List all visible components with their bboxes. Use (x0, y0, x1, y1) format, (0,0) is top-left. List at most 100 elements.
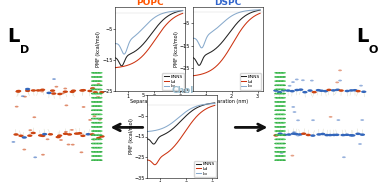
Circle shape (94, 101, 97, 103)
Circle shape (280, 93, 283, 94)
Circle shape (291, 81, 295, 83)
Circle shape (91, 105, 94, 107)
Circle shape (335, 82, 339, 83)
Circle shape (278, 155, 282, 157)
Circle shape (280, 126, 283, 128)
Circle shape (282, 147, 286, 149)
Circle shape (282, 151, 286, 153)
Circle shape (99, 93, 102, 94)
Circle shape (331, 89, 336, 92)
Circle shape (71, 144, 75, 146)
Circle shape (273, 134, 279, 137)
Circle shape (281, 97, 285, 99)
Circle shape (278, 134, 282, 136)
Circle shape (282, 122, 286, 124)
Circle shape (273, 89, 279, 92)
Circle shape (31, 132, 36, 134)
Circle shape (281, 84, 285, 86)
Circle shape (278, 122, 282, 124)
Circle shape (280, 72, 283, 74)
Legend: BNNS, Ld, Lo: BNNS, Ld, Lo (162, 73, 184, 90)
Circle shape (99, 147, 102, 149)
Circle shape (95, 84, 98, 86)
Circle shape (92, 159, 96, 161)
Circle shape (99, 84, 102, 86)
Circle shape (98, 118, 101, 119)
Circle shape (276, 126, 279, 128)
Circle shape (91, 122, 94, 124)
Circle shape (280, 143, 283, 144)
Circle shape (278, 130, 282, 132)
Circle shape (359, 85, 363, 87)
Circle shape (94, 109, 97, 111)
Circle shape (276, 159, 279, 161)
Circle shape (96, 143, 100, 144)
Circle shape (99, 135, 105, 138)
Circle shape (296, 119, 300, 121)
Circle shape (99, 118, 102, 119)
Circle shape (91, 134, 94, 136)
Circle shape (54, 86, 58, 88)
Circle shape (323, 90, 328, 92)
Circle shape (94, 143, 97, 144)
Circle shape (94, 114, 97, 115)
Circle shape (280, 122, 283, 124)
Circle shape (98, 72, 101, 74)
Circle shape (281, 109, 285, 111)
Circle shape (96, 159, 100, 161)
Circle shape (98, 139, 101, 140)
Circle shape (280, 152, 284, 154)
Circle shape (91, 130, 94, 132)
Circle shape (277, 109, 280, 111)
Circle shape (92, 89, 96, 90)
Circle shape (276, 143, 279, 144)
Circle shape (278, 76, 282, 78)
Circle shape (281, 134, 285, 136)
Circle shape (98, 80, 101, 82)
Circle shape (280, 118, 283, 119)
Circle shape (96, 114, 100, 115)
Circle shape (99, 89, 102, 90)
Circle shape (50, 89, 55, 92)
Circle shape (98, 151, 101, 153)
Circle shape (276, 80, 279, 82)
Circle shape (348, 134, 353, 136)
Circle shape (291, 106, 295, 108)
Circle shape (292, 131, 296, 133)
Circle shape (98, 101, 101, 103)
Circle shape (95, 122, 98, 124)
Circle shape (280, 151, 283, 153)
Circle shape (33, 156, 37, 158)
Circle shape (92, 126, 96, 128)
Circle shape (276, 130, 279, 132)
Circle shape (27, 134, 33, 137)
Circle shape (99, 130, 102, 132)
Circle shape (67, 133, 72, 136)
Circle shape (96, 80, 100, 82)
Circle shape (21, 95, 25, 97)
Circle shape (278, 126, 282, 128)
Circle shape (278, 105, 282, 107)
Circle shape (88, 119, 92, 121)
Text: $\mathbf{D}$: $\mathbf{D}$ (19, 43, 30, 55)
Circle shape (65, 104, 68, 106)
Circle shape (291, 132, 296, 135)
Y-axis label: PMF (kcal/mol): PMF (kcal/mol) (174, 31, 179, 67)
Circle shape (358, 133, 362, 135)
Text: $\mathbf{L}$: $\mathbf{L}$ (356, 27, 370, 46)
Circle shape (360, 119, 364, 121)
Circle shape (15, 90, 21, 93)
Circle shape (63, 132, 68, 135)
Circle shape (349, 89, 354, 92)
Circle shape (278, 80, 282, 82)
Circle shape (293, 111, 296, 113)
Circle shape (98, 109, 101, 111)
Circle shape (92, 93, 96, 94)
Circle shape (276, 84, 279, 86)
Circle shape (18, 134, 23, 137)
Circle shape (98, 114, 101, 115)
Circle shape (92, 130, 96, 132)
Circle shape (91, 84, 94, 86)
Circle shape (99, 155, 102, 157)
Circle shape (301, 79, 305, 81)
